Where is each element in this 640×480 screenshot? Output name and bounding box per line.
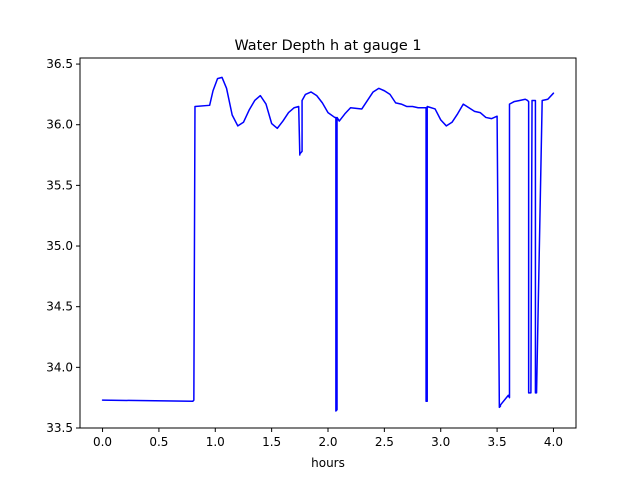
- y-axis: 33.5 34.0 34.5 35.0 35.5 36.0 36.5: [46, 57, 80, 435]
- x-tick-label: 1.5: [262, 435, 281, 449]
- x-tick-label: 0.5: [149, 435, 168, 449]
- plot-area: [79, 57, 577, 429]
- x-tick-label: 2.0: [318, 435, 337, 449]
- y-tick-label: 36.0: [46, 118, 73, 132]
- chart-title: Water Depth h at gauge 1: [234, 38, 421, 54]
- x-tick-label: 3.0: [431, 435, 450, 449]
- y-tick-label: 33.5: [46, 421, 73, 435]
- x-tick-label: 3.5: [488, 435, 507, 449]
- x-tick-label: 0.0: [93, 435, 112, 449]
- x-tick-label: 1.0: [206, 435, 225, 449]
- y-tick-label: 35.5: [46, 178, 73, 192]
- x-tick-label: 4.0: [544, 435, 563, 449]
- x-axis-title: hours: [311, 456, 345, 470]
- y-tick-label: 36.5: [46, 57, 73, 71]
- series-line: [101, 76, 555, 412]
- y-tick-label: 34.5: [46, 300, 73, 314]
- y-tick-label: 35.0: [46, 239, 73, 253]
- x-tick-label: 2.5: [375, 435, 394, 449]
- x-axis: 0.0 0.5 1.0 1.5 2.0 2.5 3.0 3.5 4.0: [93, 428, 563, 449]
- y-tick-label: 34.0: [46, 360, 73, 374]
